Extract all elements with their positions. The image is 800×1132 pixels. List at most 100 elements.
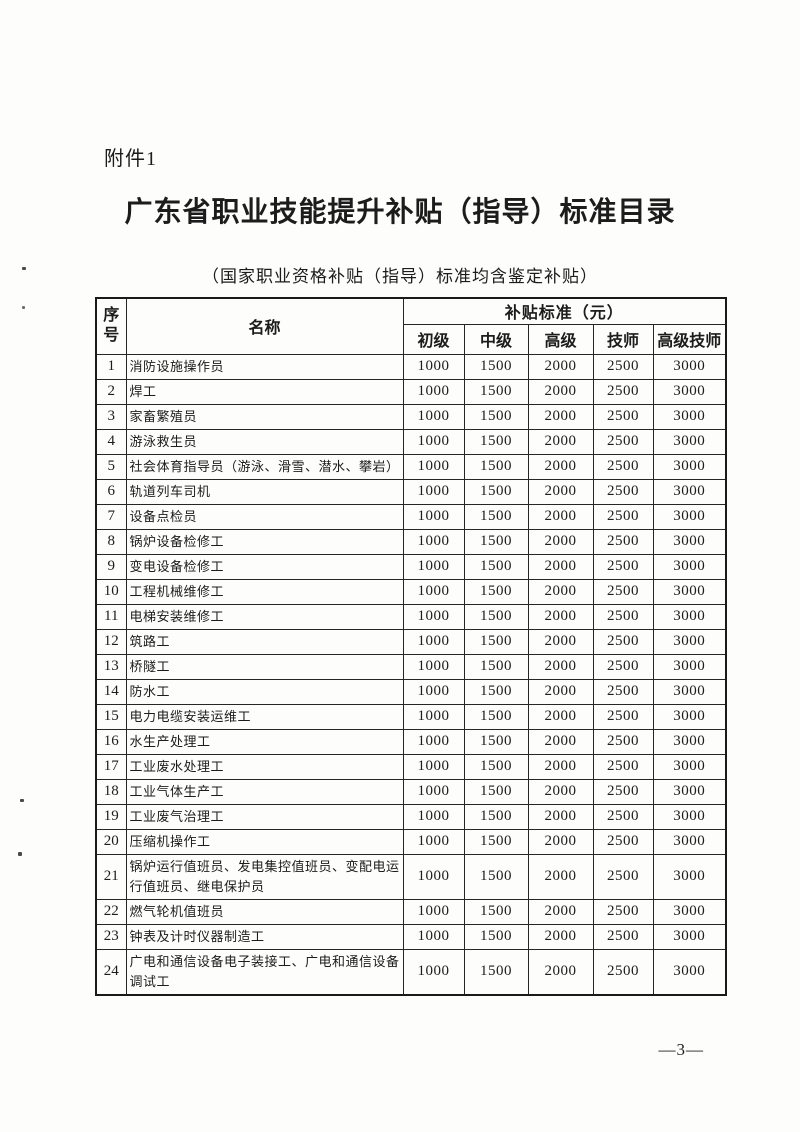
- row-value-cell: 1500: [463, 948, 529, 995]
- row-value-cell: 2500: [592, 803, 654, 830]
- row-value-cell: 2500: [592, 753, 654, 780]
- row-value-cell: 1500: [463, 378, 529, 405]
- table-row: 8 锅炉设备检修工 1000 1500 2000 2500 3000: [95, 528, 727, 555]
- page-number: —3—: [658, 1040, 704, 1059]
- row-index-cell: 8: [95, 528, 127, 555]
- row-value-cell: 1000: [402, 378, 465, 405]
- row-index-cell: 13: [95, 653, 127, 680]
- row-index-cell: 19: [95, 803, 127, 830]
- row-value-cell: 1000: [402, 948, 465, 995]
- subsidy-standard-table: 序号 名称 补贴标准（元） 初级 中级 高级 技师 高级技师 1 消防设施操作员 1…: [95, 297, 728, 996]
- row-index-cell: 4: [95, 428, 127, 455]
- row-value-cell: 1500: [463, 628, 529, 655]
- row-index-cell: 9: [95, 553, 127, 580]
- row-value-cell: 2000: [527, 378, 594, 405]
- table-header-row-levels: 初级 中级 高级 技师 高级技师: [96, 323, 727, 355]
- row-value-cell: 1500: [463, 453, 529, 480]
- row-value-cell: 2500: [592, 923, 654, 950]
- row-value-cell: 1500: [463, 528, 529, 555]
- row-value-cell: 1500: [463, 603, 529, 630]
- row-index-cell: 17: [95, 753, 127, 780]
- row-value-cell: 2000: [527, 478, 594, 505]
- row-value-cell: 3000: [652, 578, 727, 605]
- row-value-cell: 1000: [402, 828, 465, 855]
- row-value-cell: 1000: [402, 578, 465, 605]
- row-value-cell: 2000: [527, 678, 594, 705]
- row-value-cell: 2000: [527, 578, 594, 605]
- row-name-cell: 工业废气治理工: [125, 803, 404, 830]
- row-value-cell: 2000: [527, 923, 594, 950]
- row-index-cell: 10: [95, 578, 127, 605]
- row-name-cell: 变电设备检修工: [125, 553, 404, 580]
- row-value-cell: 3000: [652, 753, 727, 780]
- row-value-cell: 2000: [527, 803, 594, 830]
- row-value-cell: 2500: [592, 578, 654, 605]
- row-name-cell: 水生产处理工: [125, 728, 404, 755]
- row-value-cell: 2500: [592, 553, 654, 580]
- row-name-cell: 消防设施操作员: [125, 353, 404, 380]
- row-value-cell: 1500: [463, 753, 529, 780]
- row-value-cell: 2000: [527, 853, 594, 900]
- row-value-cell: 1000: [402, 923, 465, 950]
- row-value-cell: 1000: [402, 603, 465, 630]
- row-value-cell: 3000: [652, 948, 727, 995]
- table-row: 19 工业废气治理工 1000 1500 2000 2500 3000: [95, 803, 727, 830]
- row-value-cell: 2500: [592, 403, 654, 430]
- row-index-cell: 3: [95, 403, 127, 430]
- table-body: 1 消防设施操作员 1000 1500 2000 2500 3000 2 焊工 1000 1500 2…: [95, 353, 727, 995]
- row-index-cell: 7: [95, 503, 127, 530]
- row-value-cell: 1500: [463, 478, 529, 505]
- row-value-cell: 1500: [463, 828, 529, 855]
- header-level-senior: 高级: [527, 323, 594, 355]
- row-value-cell: 1500: [463, 403, 529, 430]
- row-value-cell: 2500: [592, 728, 654, 755]
- row-value-cell: 1000: [402, 453, 465, 480]
- row-value-cell: 2500: [592, 478, 654, 505]
- row-index-cell: 24: [95, 948, 127, 995]
- row-value-cell: 3000: [652, 923, 727, 950]
- row-value-cell: 3000: [652, 828, 727, 855]
- row-value-cell: 3000: [652, 603, 727, 630]
- row-value-cell: 3000: [652, 678, 727, 705]
- scan-speck: [22, 267, 26, 270]
- row-value-cell: 3000: [652, 853, 727, 900]
- row-value-cell: 1000: [402, 553, 465, 580]
- row-value-cell: 1000: [402, 353, 465, 380]
- row-value-cell: 2000: [527, 898, 594, 925]
- row-value-cell: 2500: [592, 453, 654, 480]
- attachment-label: 附件1: [104, 148, 157, 170]
- row-name-cell: 电梯安装维修工: [125, 603, 404, 630]
- row-value-cell: 2500: [592, 853, 654, 900]
- row-value-cell: 3000: [652, 653, 727, 680]
- row-value-cell: 1000: [402, 528, 465, 555]
- table-row: 21 锅炉运行值班员、发电集控值班员、变配电运行值班员、继电保护员 1000 1500…: [95, 853, 727, 900]
- row-value-cell: 1000: [402, 628, 465, 655]
- row-value-cell: 3000: [652, 403, 727, 430]
- row-index-cell: 5: [95, 453, 127, 480]
- row-value-cell: 3000: [652, 528, 727, 555]
- row-value-cell: 1000: [402, 503, 465, 530]
- row-value-cell: 1500: [463, 853, 529, 900]
- row-value-cell: 2500: [592, 678, 654, 705]
- row-value-cell: 1500: [463, 553, 529, 580]
- scan-speck: [18, 852, 22, 856]
- row-value-cell: 1000: [402, 803, 465, 830]
- row-value-cell: 3000: [652, 628, 727, 655]
- header-name: 名称: [125, 297, 404, 355]
- row-value-cell: 2000: [527, 528, 594, 555]
- row-value-cell: 1000: [402, 428, 465, 455]
- row-index-cell: 18: [95, 778, 127, 805]
- row-value-cell: 2000: [527, 728, 594, 755]
- row-value-cell: 2500: [592, 898, 654, 925]
- row-value-cell: 3000: [652, 378, 727, 405]
- row-value-cell: 1500: [463, 678, 529, 705]
- row-value-cell: 2500: [592, 778, 654, 805]
- header-level-junior: 初级: [402, 323, 465, 355]
- row-value-cell: 2000: [527, 428, 594, 455]
- table-row: 9 变电设备检修工 1000 1500 2000 2500 3000: [95, 553, 727, 580]
- scan-speck: [22, 306, 25, 309]
- header-level-intermediate: 中级: [463, 323, 529, 355]
- row-index-cell: 12: [95, 628, 127, 655]
- table-header-row-group: 序号 名称 补贴标准（元）: [95, 297, 727, 355]
